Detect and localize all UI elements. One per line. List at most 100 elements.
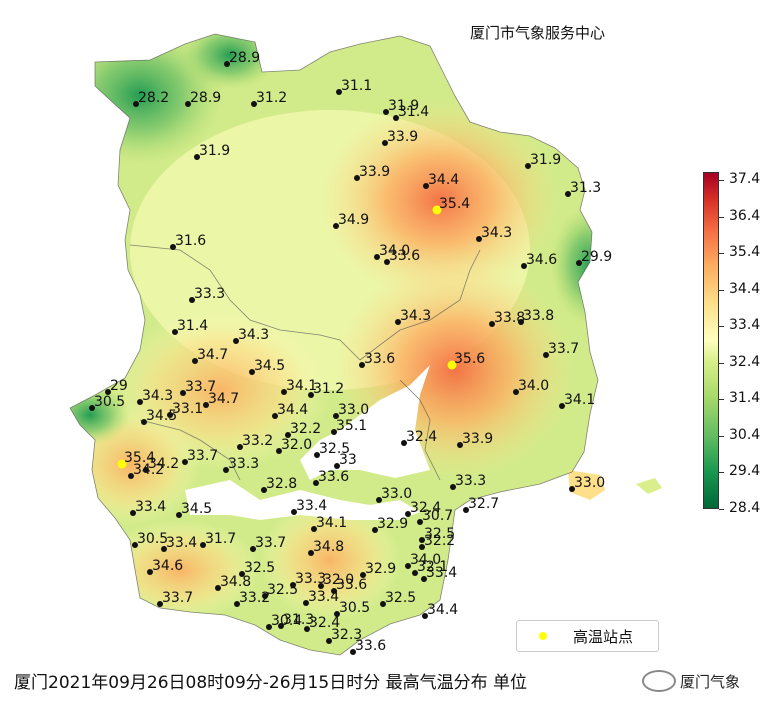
station-marker [412,570,418,576]
colorbar-tick-label: 34.4 [729,280,761,297]
station-marker [276,448,282,454]
station-temperature-label: 31.2 [256,90,287,106]
station-marker [290,582,296,588]
station-temperature-label: 34.3 [400,308,431,324]
station-temperature-label: 32.9 [365,561,396,577]
station-temperature-label: 34.6 [152,558,183,574]
colorbar-tick-label: 30.4 [729,426,761,443]
station-marker [239,571,245,577]
station-marker [137,399,143,405]
colorbar-tick [719,362,724,364]
station-temperature-label: 34.9 [338,212,369,228]
station-temperature-label: 32.0 [281,437,312,453]
station-temperature-label: 28.9 [229,50,260,66]
station-temperature-label: 33.8 [523,308,554,324]
station-temperature-label: 33.6 [336,577,367,593]
station-marker [281,389,287,395]
station-temperature-label: 29.9 [581,249,612,265]
station-marker [336,89,342,95]
station-marker [285,432,291,438]
station-temperature-label: 32.5 [385,590,416,606]
station-marker [333,413,339,419]
station-marker [419,537,425,543]
wechat-icon [642,670,676,692]
station-marker [234,601,240,607]
station-marker [261,487,267,493]
station-marker [569,486,575,492]
station-temperature-label: 32.9 [377,516,408,532]
station-temperature-label: 33.4 [308,589,339,605]
station-marker [249,369,255,375]
station-marker [233,338,239,344]
service-center-title: 厦门市气象服务中心 [470,24,606,42]
station-temperature-label: 33.2 [239,590,270,606]
station-temperature-label: 33.6 [364,351,395,367]
station-temperature-label: 34.8 [313,539,344,555]
station-marker [331,588,337,594]
station-marker [313,480,319,486]
station-temperature-label: 34.3 [238,327,269,343]
station-marker [334,611,340,617]
colorbar-tick-label: 33.4 [729,317,761,334]
station-marker [128,473,134,479]
station-marker [130,510,136,516]
station-temperature-label: 32.2 [424,533,455,549]
station-temperature-label: 31.1 [341,78,372,94]
station-marker [354,175,360,181]
station-temperature-label: 33.8 [494,310,525,326]
station-temperature-label: 33.9 [359,164,390,180]
station-marker [291,509,297,515]
station-temperature-label: 32.5 [244,560,275,576]
colorbar [703,172,719,509]
station-marker [176,512,182,518]
station-temperature-label: 31.9 [388,98,419,114]
station-temperature-label: 31.3 [570,180,601,196]
island [568,470,605,500]
station-marker [419,544,425,550]
station-marker [272,413,278,419]
station-marker [333,223,339,229]
station-temperature-label: 33.7 [162,590,193,606]
colorbar-tick [719,253,724,255]
station-temperature-label: 34.8 [220,574,251,590]
high-temp-station-marker [447,360,457,370]
station-temperature-label: 34.1 [564,392,595,408]
station-marker [382,140,388,146]
station-temperature-label: 33.4 [296,498,327,514]
station-marker [318,583,324,589]
station-temperature-label: 34.4 [427,602,458,618]
station-temperature-label: 33.3 [228,456,259,472]
station-temperature-label: 34.7 [197,347,228,363]
station-marker [141,419,147,425]
station-temperature-label: 33.0 [381,486,412,502]
station-marker [326,638,332,644]
station-temperature-label: 30.5 [137,531,168,547]
station-marker [157,601,163,607]
station-marker [450,484,456,490]
station-marker [250,546,256,552]
colorbar-tick-label: 28.4 [729,500,761,516]
station-temperature-label: 34.7 [208,391,239,407]
high-temp-station-marker [432,205,442,215]
station-marker [105,389,111,395]
station-temperature-label: 34.2 [133,462,164,478]
station-marker [405,563,411,569]
station-temperature-label: 34.4 [428,172,459,188]
station-temperature-label: 33.6 [355,638,386,654]
station-marker [360,572,366,578]
station-marker [395,319,401,325]
station-temperature-label: 32.4 [406,429,437,445]
station-temperature-label: 34.6 [526,252,557,268]
station-marker [372,527,378,533]
station-marker [422,613,428,619]
station-marker [359,362,365,368]
station-temperature-label: 34.5 [254,358,285,374]
colorbar-tick [719,435,724,437]
colorbar-tick-label: 29.4 [729,463,761,480]
station-marker [543,352,549,358]
station-temperature-label: 34.5 [146,408,177,424]
station-marker [143,467,149,473]
station-temperature-label: 34.1 [286,378,317,394]
station-marker [314,452,320,458]
station-temperature-label: 33.1 [172,401,203,417]
